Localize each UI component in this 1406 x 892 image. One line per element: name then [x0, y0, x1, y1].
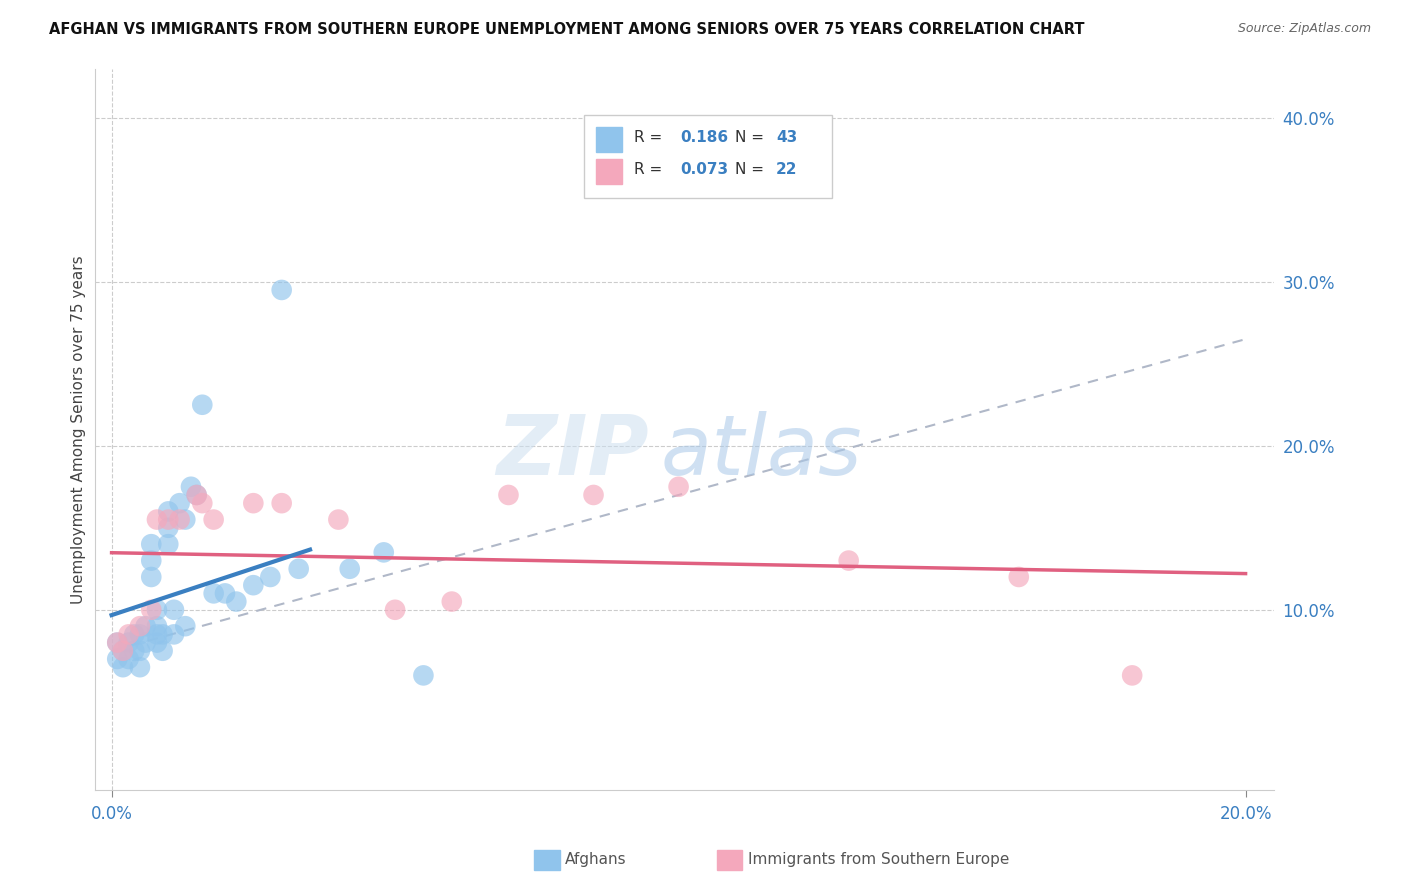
Point	[174, 512, 197, 526]
Point	[122, 627, 145, 641]
Point	[129, 644, 152, 658]
Point	[141, 570, 163, 584]
Point	[668, 480, 690, 494]
Point	[141, 553, 163, 567]
Point	[105, 652, 128, 666]
Point	[111, 660, 134, 674]
Text: R =: R =	[634, 162, 666, 177]
Bar	[596, 160, 621, 184]
Text: 43: 43	[776, 129, 797, 145]
Point	[242, 496, 264, 510]
Point	[180, 480, 202, 494]
Point	[191, 398, 214, 412]
Point	[146, 603, 169, 617]
Point	[157, 521, 180, 535]
Point	[498, 488, 520, 502]
Point	[111, 644, 134, 658]
Point	[1121, 668, 1143, 682]
Point	[111, 644, 134, 658]
Point	[328, 512, 350, 526]
Point	[169, 512, 191, 526]
Point	[129, 660, 152, 674]
Text: Afghans: Afghans	[565, 853, 627, 867]
Point	[1008, 570, 1031, 584]
Point	[384, 603, 406, 617]
Text: ZIP: ZIP	[496, 410, 650, 491]
Point	[117, 635, 139, 649]
Point	[105, 635, 128, 649]
Point	[129, 627, 152, 641]
Point	[157, 512, 180, 526]
Point	[259, 570, 281, 584]
Point	[191, 496, 214, 510]
Text: R =: R =	[634, 129, 666, 145]
FancyBboxPatch shape	[583, 115, 832, 198]
Point	[339, 562, 361, 576]
Point	[152, 644, 174, 658]
Point	[152, 627, 174, 641]
Point	[146, 512, 169, 526]
Point	[141, 603, 163, 617]
Point	[838, 553, 860, 567]
Point	[105, 635, 128, 649]
Point	[214, 586, 236, 600]
Text: atlas: atlas	[661, 410, 862, 491]
Point	[117, 652, 139, 666]
Text: 22: 22	[776, 162, 797, 177]
Point	[202, 512, 225, 526]
Point	[163, 627, 186, 641]
Point	[186, 488, 208, 502]
Point	[225, 594, 247, 608]
Text: 0.073: 0.073	[681, 162, 728, 177]
Point	[117, 627, 139, 641]
Point	[287, 562, 309, 576]
Point	[146, 627, 169, 641]
Y-axis label: Unemployment Among Seniors over 75 years: Unemployment Among Seniors over 75 years	[72, 255, 86, 604]
Point	[373, 545, 395, 559]
Point	[163, 603, 186, 617]
Point	[135, 619, 157, 633]
Point	[412, 668, 434, 682]
Point	[157, 537, 180, 551]
Point	[129, 619, 152, 633]
Text: Source: ZipAtlas.com: Source: ZipAtlas.com	[1237, 22, 1371, 36]
Text: 0.186: 0.186	[681, 129, 728, 145]
Bar	[596, 127, 621, 152]
Text: Immigrants from Southern Europe: Immigrants from Southern Europe	[748, 853, 1010, 867]
Point	[270, 283, 292, 297]
Point	[146, 635, 169, 649]
Text: N =: N =	[735, 129, 769, 145]
Point	[169, 496, 191, 510]
Text: N =: N =	[735, 162, 769, 177]
Point	[122, 644, 145, 658]
Point	[146, 619, 169, 633]
Point	[157, 504, 180, 518]
Point	[270, 496, 292, 510]
Point	[141, 537, 163, 551]
Point	[186, 488, 208, 502]
Point	[202, 586, 225, 600]
Text: AFGHAN VS IMMIGRANTS FROM SOUTHERN EUROPE UNEMPLOYMENT AMONG SENIORS OVER 75 YEA: AFGHAN VS IMMIGRANTS FROM SOUTHERN EUROP…	[49, 22, 1084, 37]
Point	[135, 635, 157, 649]
Point	[174, 619, 197, 633]
Point	[242, 578, 264, 592]
Point	[440, 594, 463, 608]
Point	[582, 488, 605, 502]
